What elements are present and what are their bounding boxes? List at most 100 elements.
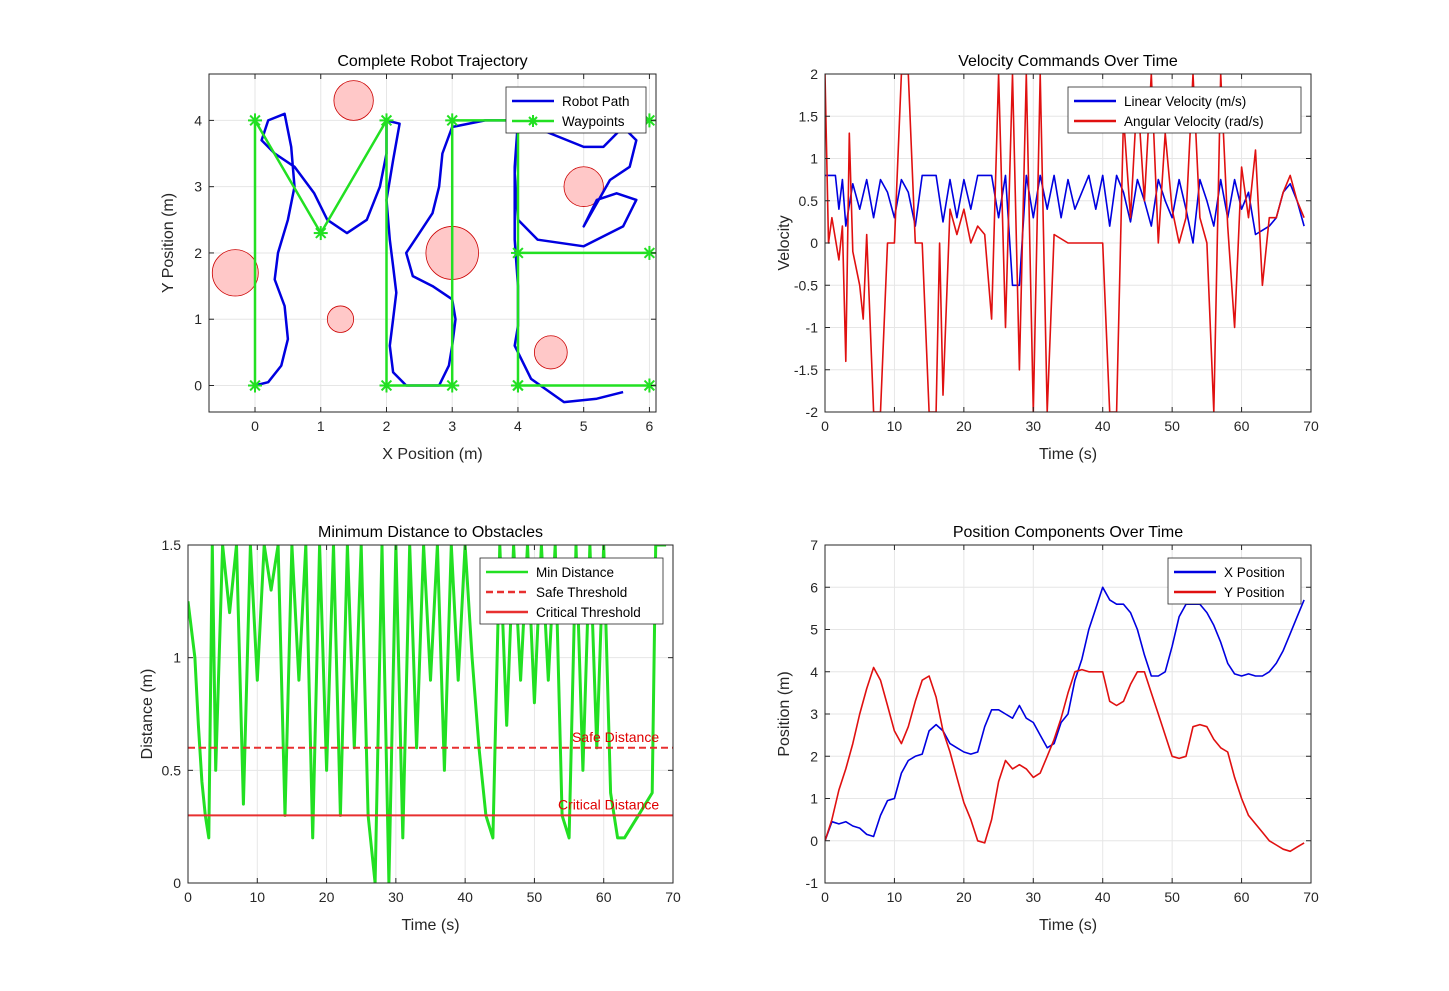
marker-stroke	[643, 379, 656, 392]
y-tick-label: 0	[173, 875, 181, 891]
obstacle-circle	[563, 166, 604, 207]
x-axis-label: Time (s)	[1039, 446, 1097, 463]
x-tick-label: 60	[1234, 418, 1250, 434]
chart-title: Complete Robot Trajectory	[337, 53, 527, 70]
x-tick-label: 20	[319, 889, 335, 905]
x-tick-label: 0	[184, 889, 192, 905]
series-line-1	[825, 666, 1305, 853]
legend-label: Critical Threshold	[536, 605, 641, 620]
x-tick-label: 0	[821, 889, 829, 905]
legend: X Position Y Position	[1167, 557, 1302, 605]
y-tick-label: 4	[810, 664, 818, 680]
legend-label: Angular Velocity (rad/s)	[1124, 114, 1264, 129]
x-tick-label: 40	[1095, 418, 1111, 434]
x-tick-label: 20	[956, 418, 972, 434]
waypoint-marker	[642, 378, 656, 393]
axes-box	[187, 544, 674, 884]
legend-box	[1067, 86, 1302, 134]
y-tick-label: 0.5	[799, 193, 819, 209]
y-tick-label: 1	[810, 791, 818, 807]
obstacle-circle	[211, 249, 259, 297]
x-tick-label: 70	[1303, 418, 1319, 434]
obstacle-circle	[533, 335, 568, 370]
chart-title: Position Components Over Time	[953, 524, 1183, 541]
y-tick-label: 1.5	[799, 108, 819, 124]
y-tick-label: 0	[810, 235, 818, 251]
legend: Robot Path Waypoints	[505, 86, 647, 134]
y-axis-label: Position (m)	[776, 671, 793, 756]
x-tick-label: 60	[596, 889, 612, 905]
legend-label: Robot Path	[562, 94, 630, 109]
x-tick-label: 30	[1025, 418, 1041, 434]
y-tick-label: -1.5	[794, 362, 818, 378]
waypoint-marker	[379, 113, 394, 128]
x-tick-label: 20	[956, 889, 972, 905]
y-tick-label: 3	[194, 179, 202, 195]
y-tick-label: -1	[806, 875, 819, 891]
x-tick-label: 70	[1303, 889, 1319, 905]
y-tick-label: 4	[194, 112, 202, 128]
y-tick-label: 0	[194, 377, 202, 393]
threshold-annotation: Safe Distance	[572, 729, 659, 745]
marker-stroke	[380, 114, 393, 126]
threshold-annotation: Critical Distance	[558, 796, 659, 812]
x-tick-label: 10	[887, 418, 903, 434]
plot-content	[825, 586, 1305, 853]
x-tick-label: 60	[1234, 889, 1250, 905]
x-tick-label: 5	[580, 418, 588, 434]
y-tick-label: -2	[806, 404, 819, 420]
legend: Min Distance Safe Threshold Critical Thres…	[479, 557, 664, 625]
waypoint-marker	[445, 378, 460, 393]
y-tick-label: 2	[194, 245, 202, 261]
marker-stroke	[315, 227, 327, 239]
chart-title: Velocity Commands Over Time	[958, 53, 1178, 70]
legend-label: X Position	[1224, 565, 1285, 580]
axes-box	[208, 73, 657, 413]
x-tick-label: 10	[249, 889, 265, 905]
plot-1: 0 10 20 30 40 50 60 70 -2 -1.5 -1 -0.5 0 0.5 1 1.5 2 Velo…	[776, 53, 1319, 463]
x-tick-label: 40	[457, 889, 473, 905]
obstacle-circle	[333, 80, 374, 121]
obstacle-circle	[326, 305, 355, 333]
y-tick-label: 5	[810, 622, 818, 638]
plot-0: 0 1 2 3 4 5 6 0 1 2 3 4 Complete Robot Trajectory X P…	[160, 53, 657, 463]
y-tick-label: 0	[810, 833, 818, 849]
marker-stroke	[446, 114, 458, 126]
x-tick-label: 50	[1164, 418, 1180, 434]
legend-label: Safe Threshold	[536, 585, 627, 600]
y-tick-label: 1	[810, 151, 818, 167]
x-tick-label: 3	[448, 418, 456, 434]
x-axis-label: Time (s)	[401, 917, 459, 934]
waypoint-marker	[248, 378, 263, 393]
y-tick-label: 1.5	[162, 537, 182, 553]
x-tick-label: 70	[665, 889, 681, 905]
waypoint-marker	[445, 113, 460, 128]
series-line-0	[188, 545, 667, 883]
marker-stroke	[643, 247, 656, 259]
x-tick-label: 50	[527, 889, 543, 905]
legend-label: Linear Velocity (m/s)	[1124, 94, 1246, 109]
y-tick-label: 2	[810, 66, 818, 82]
y-tick-label: 0.5	[162, 762, 182, 778]
waypoint-marker	[379, 378, 394, 393]
x-axis-label: X Position (m)	[382, 446, 482, 463]
chart-title: Minimum Distance to Obstacles	[318, 524, 543, 541]
marker-stroke	[512, 247, 524, 259]
x-tick-label: 0	[251, 418, 259, 434]
y-tick-label: 3	[810, 706, 818, 722]
marker-stroke	[249, 379, 261, 392]
x-tick-label: 50	[1164, 889, 1180, 905]
y-tick-label: -1	[806, 320, 819, 336]
legend-box	[1167, 557, 1302, 605]
x-tick-label: 30	[388, 889, 404, 905]
legend-label: Min Distance	[536, 565, 614, 580]
series-line-0	[825, 586, 1305, 842]
y-tick-label: 7	[810, 537, 818, 553]
legend-box	[505, 86, 647, 134]
x-tick-label: 10	[887, 889, 903, 905]
x-tick-label: 2	[383, 418, 391, 434]
y-axis-label: Y Position (m)	[160, 193, 177, 293]
x-tick-label: 40	[1095, 889, 1111, 905]
legend-label: Y Position	[1224, 585, 1285, 600]
